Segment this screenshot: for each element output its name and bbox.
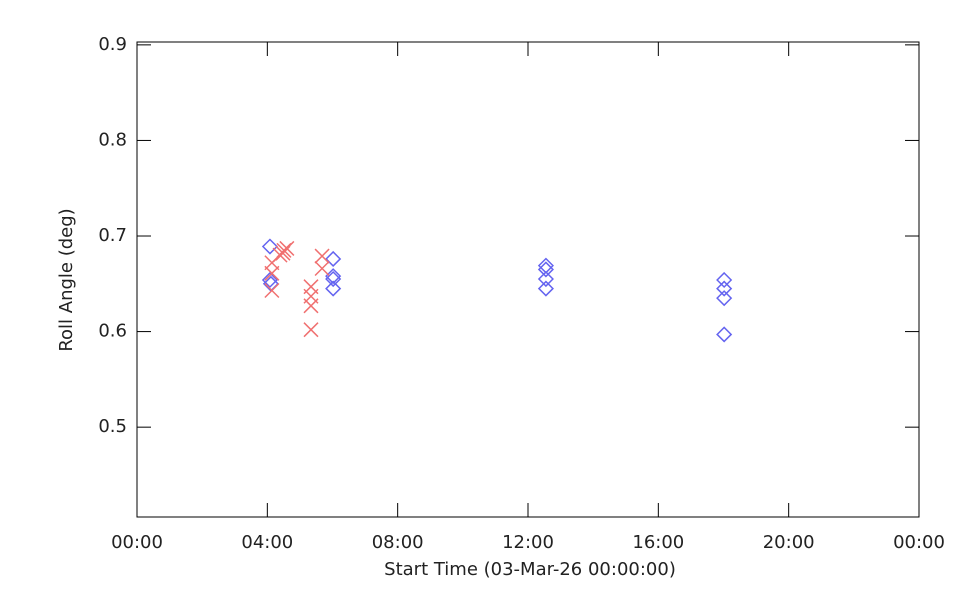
x-tick-label: 16:00 bbox=[632, 532, 684, 553]
point bbox=[314, 248, 330, 264]
point bbox=[537, 261, 554, 278]
y-tick-label: 0.6 bbox=[98, 321, 127, 342]
point bbox=[537, 280, 554, 297]
point bbox=[264, 282, 280, 299]
x-tick-label: 20:00 bbox=[763, 532, 815, 553]
point bbox=[325, 270, 342, 288]
y-axis-label: Roll Angle (deg) bbox=[56, 208, 77, 351]
point bbox=[325, 250, 342, 268]
point bbox=[716, 271, 733, 289]
point bbox=[325, 268, 342, 285]
point bbox=[716, 326, 733, 343]
x-tick-label: 00:00 bbox=[893, 532, 945, 553]
x-tick-label: 08:00 bbox=[372, 532, 424, 553]
y-tick-label: 0.9 bbox=[98, 34, 127, 55]
point bbox=[537, 270, 554, 288]
point bbox=[716, 290, 733, 307]
plot-frame bbox=[136, 41, 920, 518]
x-tick-label: 12:00 bbox=[502, 532, 554, 553]
point bbox=[716, 280, 733, 297]
y-tick-label: 0.5 bbox=[98, 416, 127, 437]
point bbox=[303, 298, 319, 314]
x-tick-label: 00:00 bbox=[111, 532, 163, 553]
x-tick-label: 04:00 bbox=[241, 532, 293, 553]
y-tick-label: 0.7 bbox=[98, 225, 127, 246]
point bbox=[264, 265, 280, 281]
point bbox=[303, 322, 319, 338]
y-tick-label: 0.8 bbox=[98, 129, 127, 150]
point bbox=[325, 280, 342, 297]
point bbox=[261, 238, 279, 255]
point bbox=[261, 271, 279, 289]
point bbox=[314, 260, 330, 277]
x-axis-label: Start Time (03-Mar-26 00:00:00) bbox=[384, 559, 676, 580]
point bbox=[279, 240, 295, 256]
